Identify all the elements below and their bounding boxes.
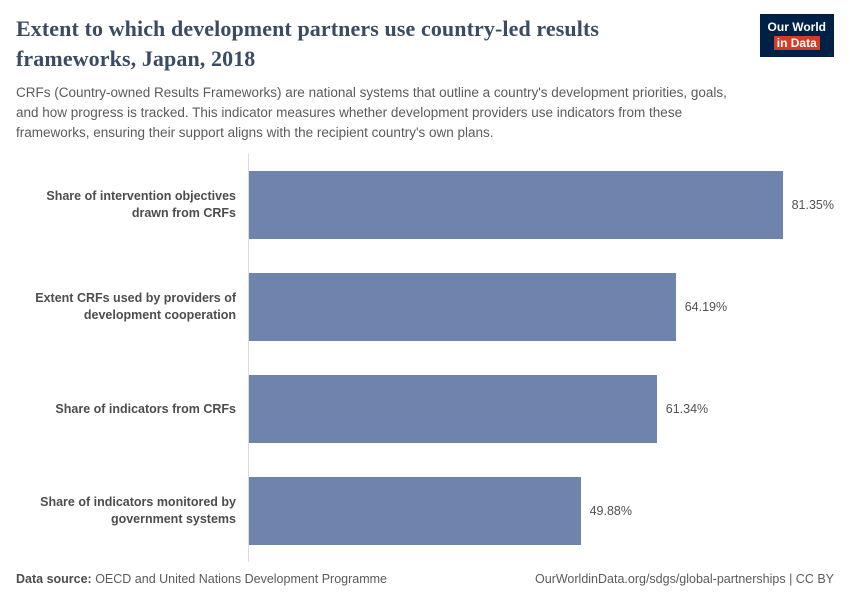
bar[interactable] bbox=[249, 171, 783, 240]
bar[interactable] bbox=[249, 477, 581, 545]
bar-category-label: Share of intervention objectives drawn f… bbox=[46, 189, 236, 221]
bar-value-label: 61.34% bbox=[665, 402, 709, 417]
chart-row: Share of indicators from CRFs 61.34% bbox=[16, 358, 834, 461]
bar-category-label: Share of indicators monitored by governm… bbox=[40, 495, 236, 526]
chart-row: Extent CRFs used by providers of develop… bbox=[16, 256, 834, 359]
bar-area: 64.19% bbox=[248, 256, 834, 359]
owid-logo-line1: Our World bbox=[767, 20, 826, 34]
owid-logo-line2-text: in Data bbox=[773, 35, 820, 50]
chart-row: Share of indicators monitored by governm… bbox=[16, 460, 834, 562]
bar-area: 81.35% bbox=[248, 154, 834, 257]
chart-title: Extent to which development partners use… bbox=[16, 16, 600, 71]
bar-value-label: 64.19% bbox=[684, 300, 728, 315]
bar[interactable] bbox=[249, 273, 676, 342]
owid-logo[interactable]: Our World in Data bbox=[759, 14, 834, 58]
chart-subtitle: CRFs (Country-owned Results Frameworks) … bbox=[16, 85, 727, 140]
bar-area: 61.34% bbox=[248, 358, 834, 461]
header: Extent to which development partners use… bbox=[16, 14, 834, 142]
data-source-label: Data source: bbox=[16, 572, 92, 586]
data-source: Data source: OECD and United Nations Dev… bbox=[16, 572, 387, 586]
chart-rows: Share of intervention objectives drawn f… bbox=[16, 154, 834, 562]
chart-row: Share of intervention objectives drawn f… bbox=[16, 154, 834, 257]
bar-value-label: 81.35% bbox=[791, 198, 834, 213]
bar-category-label: Share of indicators from CRFs bbox=[55, 401, 236, 416]
footer: Data source: OECD and United Nations Dev… bbox=[16, 562, 834, 586]
data-source-text: OECD and United Nations Development Prog… bbox=[91, 572, 388, 586]
bar-category-label: Extent CRFs used by providers of develop… bbox=[35, 291, 236, 323]
bar-value-label: 49.88% bbox=[589, 504, 632, 518]
bar-area: 49.88% bbox=[248, 460, 834, 562]
bar-chart: Share of intervention objectives drawn f… bbox=[16, 154, 834, 562]
bar[interactable] bbox=[249, 375, 657, 444]
owid-logo-line2: in Data bbox=[768, 35, 826, 52]
footer-citation: OurWorldinData.org/sdgs/global-partnersh… bbox=[535, 572, 834, 586]
